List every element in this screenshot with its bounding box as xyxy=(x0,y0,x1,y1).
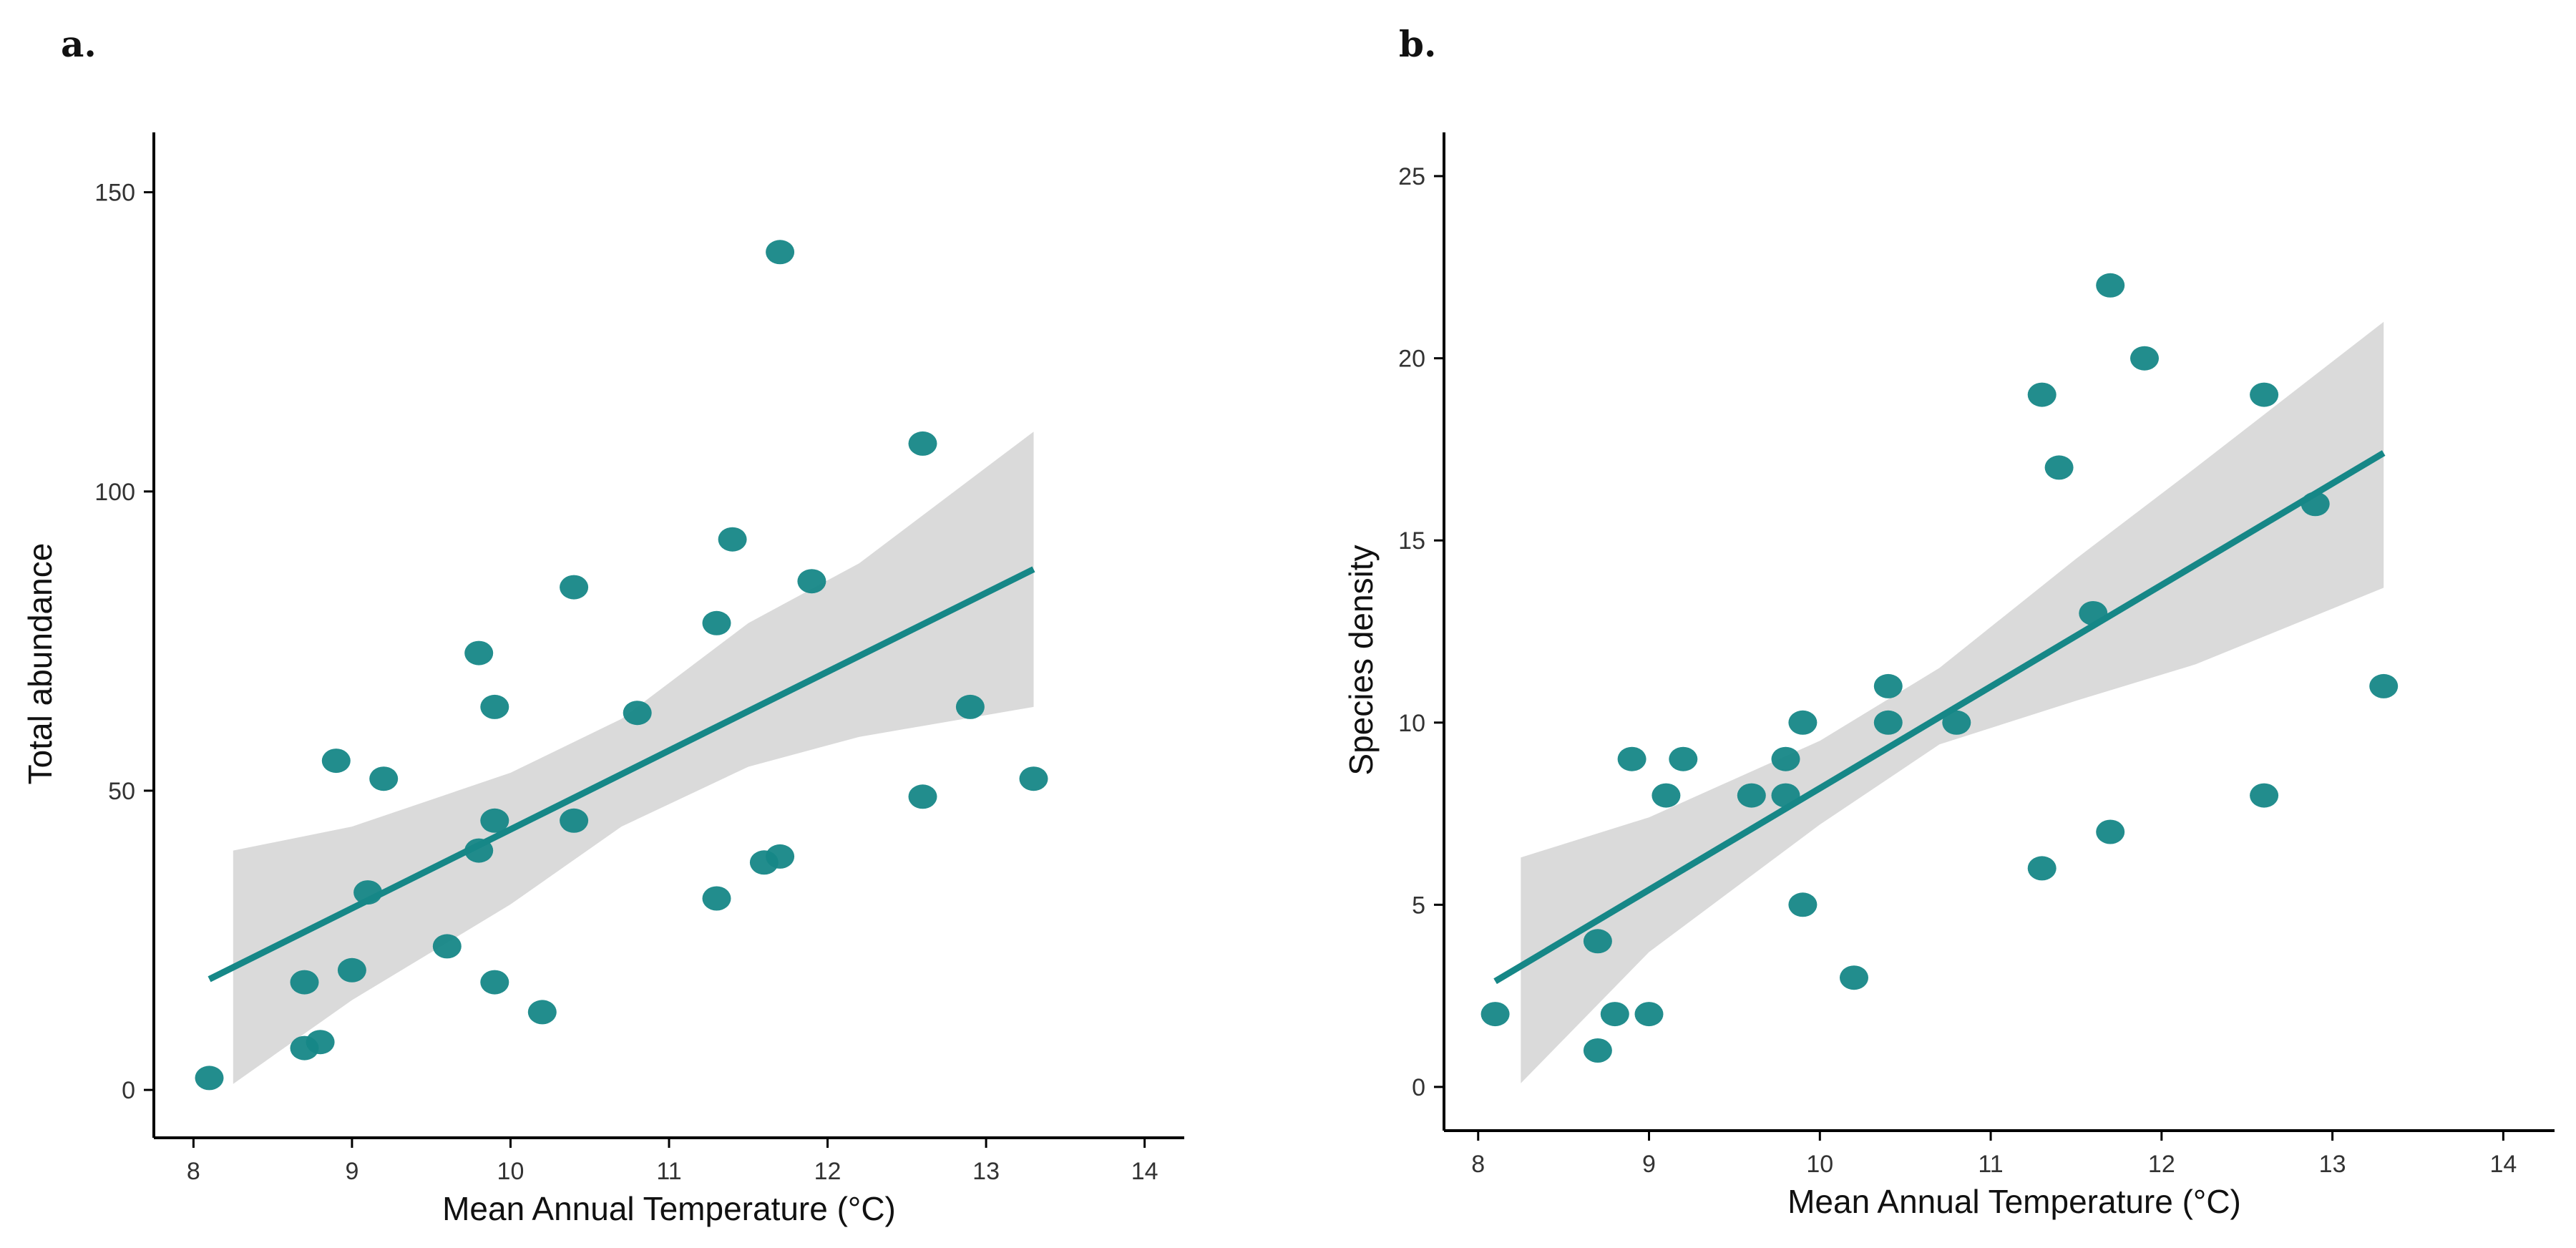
data-point-b-14 xyxy=(1873,673,1903,698)
data-point-b-2 xyxy=(1583,1038,1612,1063)
panel-b-chart: 8 9 10 11 12 13 14 0 5 10 15 20 25 Mean Annual Temper… xyxy=(1342,132,2555,1220)
data-point-a-3 xyxy=(306,1030,335,1055)
data-point-b-17 xyxy=(2027,382,2057,407)
y-tick-label-a-3: 150 xyxy=(94,180,135,207)
data-point-b-12 xyxy=(1788,892,1818,917)
x-tick-label-a-5: 13 xyxy=(972,1158,1000,1185)
y-tick-label-b-4: 20 xyxy=(1398,346,1425,373)
data-point-b-16 xyxy=(1942,710,1971,735)
confidence-band-b xyxy=(1521,321,2384,1083)
y-tick-label-b-1: 5 xyxy=(1412,892,1425,919)
x-tick-label-a-2: 10 xyxy=(497,1158,525,1185)
y-tick-label-a-2: 100 xyxy=(94,479,135,506)
data-point-a-22 xyxy=(766,844,795,869)
data-point-a-20 xyxy=(718,527,747,552)
data-point-a-18 xyxy=(702,610,731,635)
data-point-b-23 xyxy=(2130,346,2159,371)
y-axis-title-a: Total abundance xyxy=(21,543,59,785)
data-point-a-17 xyxy=(623,701,652,726)
data-point-a-7 xyxy=(369,766,399,791)
data-point-a-16 xyxy=(560,808,589,833)
data-point-b-27 xyxy=(2369,673,2399,698)
data-point-a-25 xyxy=(908,431,937,456)
regression-line-a xyxy=(208,566,1035,983)
data-point-a-26 xyxy=(908,784,937,809)
data-point-a-23 xyxy=(766,240,795,265)
data-point-a-28 xyxy=(1019,766,1048,791)
y-tick-label-a-1: 50 xyxy=(108,778,135,805)
regression-line-b xyxy=(1493,450,2386,985)
panel-b-label: b. xyxy=(1399,23,1437,65)
data-point-b-4 xyxy=(1617,746,1646,771)
data-point-b-24 xyxy=(2250,382,2279,407)
data-point-b-0 xyxy=(1480,1002,1510,1027)
data-point-b-3 xyxy=(1600,1002,1629,1027)
data-point-a-11 xyxy=(480,694,509,719)
x-tick-label-b-4: 12 xyxy=(2148,1151,2175,1178)
data-point-a-19 xyxy=(702,886,731,911)
data-point-a-13 xyxy=(480,970,509,995)
y-tick-label-b-0: 0 xyxy=(1412,1074,1425,1101)
x-tick-label-a-1: 9 xyxy=(345,1158,358,1185)
data-point-a-5 xyxy=(337,957,366,983)
data-point-a-2 xyxy=(290,970,319,995)
x-tick-label-b-5: 13 xyxy=(2319,1151,2346,1178)
data-point-b-19 xyxy=(2044,455,2074,480)
panel-a-label: a. xyxy=(61,23,97,65)
y-tick-label-b-5: 25 xyxy=(1398,163,1425,190)
data-point-a-9 xyxy=(464,640,494,666)
confidence-band-a xyxy=(233,432,1034,1084)
panel-a-chart: 8 9 10 11 12 13 14 0 50 100 150 Mean Annual Tempera… xyxy=(21,132,1184,1227)
data-point-a-8 xyxy=(432,934,462,959)
x-tick-label-a-4: 12 xyxy=(814,1158,841,1185)
y-tick-label-b-3: 15 xyxy=(1398,527,1425,555)
data-point-a-14 xyxy=(527,1000,557,1025)
y-tick-label-a-0: 0 xyxy=(122,1077,135,1104)
data-point-b-18 xyxy=(2027,856,2057,881)
y-axis-title-b: Species density xyxy=(1342,545,1380,775)
data-point-b-25 xyxy=(2250,783,2279,808)
data-point-b-22 xyxy=(2096,819,2125,844)
data-point-a-4 xyxy=(321,749,351,774)
data-point-b-15 xyxy=(1873,710,1903,735)
data-point-a-15 xyxy=(560,575,589,600)
x-tick-label-a-3: 11 xyxy=(656,1158,681,1185)
x-tick-label-b-0: 8 xyxy=(1471,1151,1485,1178)
data-point-b-21 xyxy=(2096,273,2125,298)
data-point-b-1 xyxy=(1583,929,1612,954)
data-point-b-6 xyxy=(1652,783,1681,808)
data-point-b-13 xyxy=(1840,965,1868,990)
data-point-b-7 xyxy=(1669,746,1698,771)
x-tick-label-a-0: 8 xyxy=(187,1158,200,1185)
x-tick-label-b-6: 14 xyxy=(2489,1151,2517,1178)
data-point-a-27 xyxy=(955,694,985,719)
data-point-b-5 xyxy=(1634,1002,1664,1027)
x-tick-label-b-2: 10 xyxy=(1806,1151,1833,1178)
x-axis-title-b: Mean Annual Temperature (°C) xyxy=(1787,1183,2241,1220)
data-point-a-12 xyxy=(480,808,509,833)
data-point-b-9 xyxy=(1771,746,1800,771)
data-point-b-8 xyxy=(1737,783,1766,808)
x-axis-title-a: Mean Annual Temperature (°C) xyxy=(442,1190,896,1227)
x-tick-label-b-1: 9 xyxy=(1642,1151,1656,1178)
x-tick-label-b-3: 11 xyxy=(1978,1151,2003,1178)
x-tick-label-a-6: 14 xyxy=(1131,1158,1158,1185)
data-point-a-0 xyxy=(195,1066,224,1091)
y-tick-label-b-2: 10 xyxy=(1398,710,1425,737)
data-point-b-11 xyxy=(1788,710,1818,735)
data-point-a-24 xyxy=(797,569,826,594)
